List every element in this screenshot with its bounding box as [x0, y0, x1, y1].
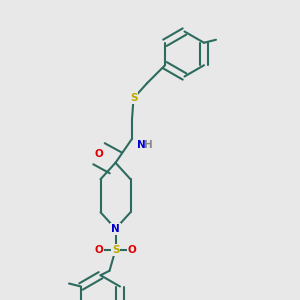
Text: N: N [111, 224, 120, 234]
Text: H: H [144, 140, 153, 150]
Text: O: O [128, 245, 136, 255]
Text: N: N [136, 140, 146, 150]
Text: O: O [94, 245, 103, 255]
Text: S: S [130, 93, 137, 103]
Text: S: S [112, 245, 119, 255]
Text: O: O [94, 149, 103, 159]
